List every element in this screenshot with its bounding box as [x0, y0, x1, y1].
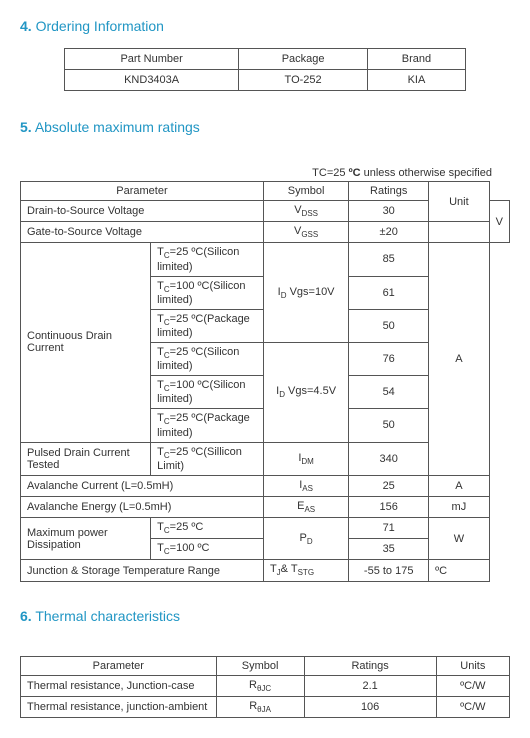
cond-mpd-1: TC=25 ºC — [151, 518, 264, 539]
sym-ias: IAS — [263, 475, 348, 496]
param-rja: Thermal resistance, junction-ambient — [21, 696, 217, 717]
rat-vgss: ±20 — [349, 222, 429, 243]
param-jst: Junction & Storage Temperature Range — [21, 560, 264, 581]
param-rjc: Thermal resistance, Junction-case — [21, 675, 217, 696]
table-row: Gate-to-Source Voltage VGSS ±20 — [21, 222, 510, 243]
table-row: Junction & Storage Temperature Range TJ&… — [21, 560, 510, 581]
rat-mpd-1: 71 — [349, 518, 429, 539]
sym-eas: EAS — [263, 496, 348, 517]
cond-pdct: TC=25 ºC(Sillicon Limit) — [151, 442, 264, 475]
section-5-num: 5. — [20, 119, 32, 135]
rat-mpd-2: 35 — [349, 539, 429, 560]
cond-cdc-3: TC=25 ºC(Package limited) — [151, 309, 264, 342]
ratings-caption: TC=25 ºC unless otherwise specified — [20, 167, 510, 179]
rat-vdss: 30 — [349, 201, 429, 222]
table-row: Continuous Drain Current TC=25 ºC(Silico… — [21, 243, 510, 276]
thermal-table: Parameter Symbol Ratings Units Thermal r… — [20, 656, 510, 718]
table-row: Avalanche Energy (L=0.5mH) EAS 156 mJ — [21, 496, 510, 517]
header-part-number: Part Number — [65, 49, 239, 70]
sym-rja: RθJA — [216, 696, 304, 717]
header-brand: Brand — [368, 49, 466, 70]
param-ave: Avalanche Energy (L=0.5mH) — [21, 496, 264, 517]
header-symbol: Symbol — [216, 656, 304, 675]
header-package: Package — [239, 49, 368, 70]
section-5-text: Absolute maximum ratings — [35, 119, 200, 135]
cell-part-number: KND3403A — [65, 70, 239, 91]
cond-cdc-6: TC=25 ºC(Package limited) — [151, 409, 264, 442]
header-parameter: Parameter — [21, 182, 264, 201]
param-vgss: Gate-to-Source Voltage — [21, 222, 264, 243]
rat-cdc-2: 61 — [349, 276, 429, 309]
rat-rjc: 2.1 — [304, 675, 436, 696]
param-cdc: Continuous Drain Current — [21, 243, 151, 442]
table-row: Parameter Symbol Ratings Unit — [21, 182, 510, 201]
cell-package: TO-252 — [239, 70, 368, 91]
sym-rjc: RθJC — [216, 675, 304, 696]
table-row: KND3403A TO-252 KIA — [65, 70, 466, 91]
cond-cdc-2: TC=100 ºC(Silicon limited) — [151, 276, 264, 309]
table-row: Thermal resistance, junction-ambient RθJ… — [21, 696, 510, 717]
table-row: Part Number Package Brand — [65, 49, 466, 70]
section-4-title: 4. Ordering Information — [20, 18, 510, 34]
unit-ave: mJ — [429, 496, 490, 517]
table-row: Thermal resistance, Junction-case RθJC 2… — [21, 675, 510, 696]
unit-v: V — [489, 201, 509, 243]
cond-cdc-5: TC=100 ºC(Silicon limited) — [151, 376, 264, 409]
sym-id4v5: ID Vgs=4.5V — [263, 342, 348, 442]
unit-avc: A — [429, 475, 490, 496]
rat-cdc-6: 50 — [349, 409, 429, 442]
param-pdct: Pulsed Drain Current Tested — [21, 442, 151, 475]
cond-cdc-1: TC=25 ºC(Silicon limited) — [151, 243, 264, 276]
unit-mpd: W — [429, 518, 490, 560]
section-6-num: 6. — [20, 608, 32, 624]
header-unit: Unit — [429, 182, 490, 222]
section-6-text: Thermal characteristics — [35, 608, 180, 624]
unit-a: A — [429, 243, 490, 475]
section-6-title: 6. Thermal characteristics — [20, 608, 510, 624]
param-avc: Avalanche Current (L=0.5mH) — [21, 475, 264, 496]
table-row: Maximum power Dissipation TC=25 ºC PD 71… — [21, 518, 510, 539]
cell-brand: KIA — [368, 70, 466, 91]
rat-cdc-5: 54 — [349, 376, 429, 409]
table-row: Parameter Symbol Ratings Units — [21, 656, 510, 675]
header-ratings: Ratings — [349, 182, 429, 201]
rat-avc: 25 — [349, 475, 429, 496]
rat-rja: 106 — [304, 696, 436, 717]
section-5-title: 5. Absolute maximum ratings — [20, 119, 510, 135]
sym-jst: TJ& TSTG — [263, 560, 348, 581]
rat-jst: -55 to 175 — [349, 560, 429, 581]
sym-pd: PD — [263, 518, 348, 560]
table-row: Avalanche Current (L=0.5mH) IAS 25 A — [21, 475, 510, 496]
sym-vdss: VDSS — [263, 201, 348, 222]
rat-cdc-1: 85 — [349, 243, 429, 276]
sym-id10v: ID Vgs=10V — [263, 243, 348, 343]
header-ratings: Ratings — [304, 656, 436, 675]
sym-vgss: VGSS — [263, 222, 348, 243]
rat-pdct: 340 — [349, 442, 429, 475]
cond-cdc-4: TC=25 ºC(Silicon limited) — [151, 342, 264, 375]
ordering-table: Part Number Package Brand KND3403A TO-25… — [64, 48, 466, 91]
header-units: Units — [436, 656, 509, 675]
unit-rja: ºC/W — [436, 696, 509, 717]
cond-mpd-2: TC=100 ºC — [151, 539, 264, 560]
section-4-num: 4. — [20, 18, 32, 34]
param-mpd: Maximum power Dissipation — [21, 518, 151, 560]
rat-cdc-4: 76 — [349, 342, 429, 375]
param-vdss: Drain-to-Source Voltage — [21, 201, 264, 222]
rat-ave: 156 — [349, 496, 429, 517]
header-symbol: Symbol — [263, 182, 348, 201]
unit-rjc: ºC/W — [436, 675, 509, 696]
sym-idm: IDM — [263, 442, 348, 475]
section-4-text: Ordering Information — [36, 18, 164, 34]
rat-cdc-3: 50 — [349, 309, 429, 342]
header-parameter: Parameter — [21, 656, 217, 675]
unit-jst: ºC — [429, 560, 490, 581]
ratings-table: Parameter Symbol Ratings Unit Drain-to-S… — [20, 181, 510, 582]
